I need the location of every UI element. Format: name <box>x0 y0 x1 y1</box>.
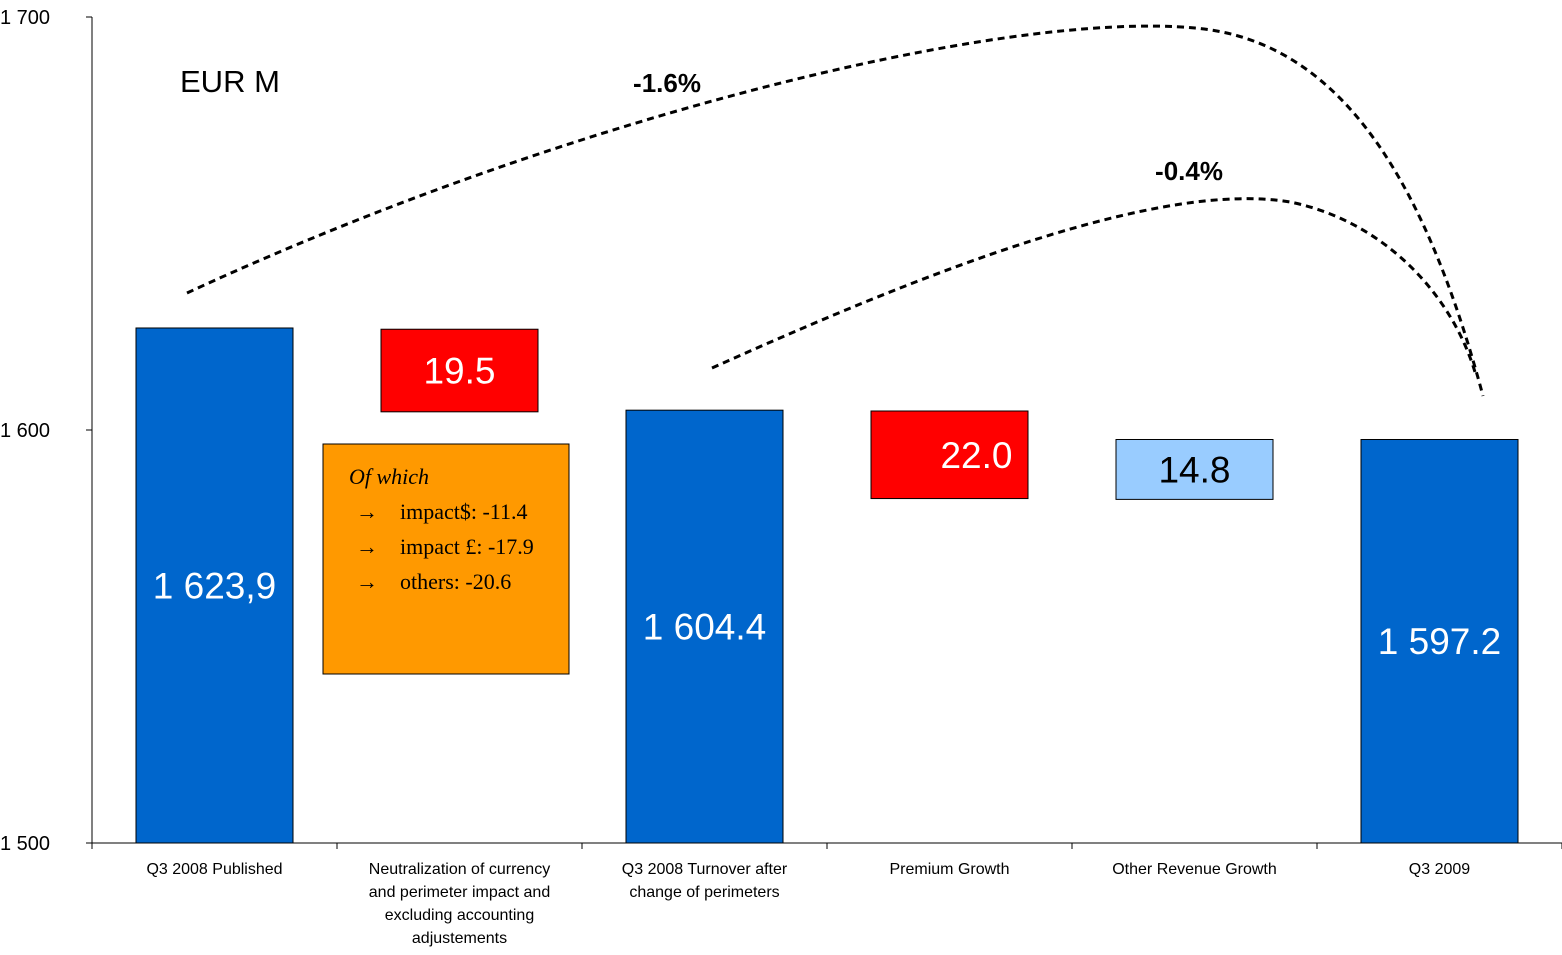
y-tick-label: 1 600 <box>0 420 50 442</box>
bar-value-label: 1 604.4 <box>643 607 766 648</box>
bar-total <box>625 409 784 844</box>
x-tick-label: Q3 2009 <box>1409 861 1470 878</box>
growth-percent-label: -1.6% <box>633 68 701 98</box>
bar-value-label: 14.8 <box>1158 449 1230 490</box>
breakdown-note-layer: Of which → impact$: -11.4 → impact £: -17.9 →… <box>322 443 570 675</box>
x-tick-label: Premium Growth <box>889 861 1009 878</box>
bar-total <box>1360 438 1519 844</box>
bar-value-label: 22.0 <box>940 435 1012 476</box>
x-tick-label: Q3 2008 Turnover after change of perimete… <box>622 861 788 901</box>
bars-layer: 1 623,9 19.5 1 604.4 22.0 14.8 1 597.2 <box>135 327 1519 844</box>
bar-total <box>135 327 294 844</box>
growth-percent-label: -0.4% <box>1155 156 1223 186</box>
bar-value-label: 1 623,9 <box>153 565 276 606</box>
breakdown-note-item: impact$: -11.4 <box>400 499 528 524</box>
growth-arcs-layer: -1.6% -0.4% <box>186 24 1485 397</box>
growth-arc <box>711 197 1477 373</box>
x-tick-label: Other Revenue Growth <box>1112 861 1277 878</box>
arrow-right-icon: → <box>356 534 378 559</box>
y-tick-label: 1 700 <box>0 7 50 29</box>
x-tick-label: Q3 2008 Published <box>146 861 282 878</box>
arrow-right-icon: → <box>356 569 378 594</box>
breakdown-note-box <box>322 443 570 675</box>
breakdown-note-heading: Of which <box>349 464 429 489</box>
bar-delta <box>1115 438 1274 500</box>
bar-value-label: 1 597.2 <box>1378 621 1501 662</box>
bar-delta <box>380 328 539 413</box>
unit-label: EUR M <box>180 64 280 99</box>
growth-arc <box>186 24 1485 397</box>
breakdown-note-item: others: -20.6 <box>400 569 511 594</box>
breakdown-note-item: impact £: -17.9 <box>400 534 534 559</box>
bar-value-label: 19.5 <box>423 351 495 392</box>
arrow-right-icon: → <box>356 499 378 524</box>
bar-delta <box>870 410 1029 500</box>
y-tick-label: 1 500 <box>0 833 50 855</box>
axis-layer: 1 500 1 600 1 700 Q3 2008 Published Neutrali… <box>0 7 1562 947</box>
x-tick-label: Neutralization of currency and perimeter … <box>369 861 550 947</box>
